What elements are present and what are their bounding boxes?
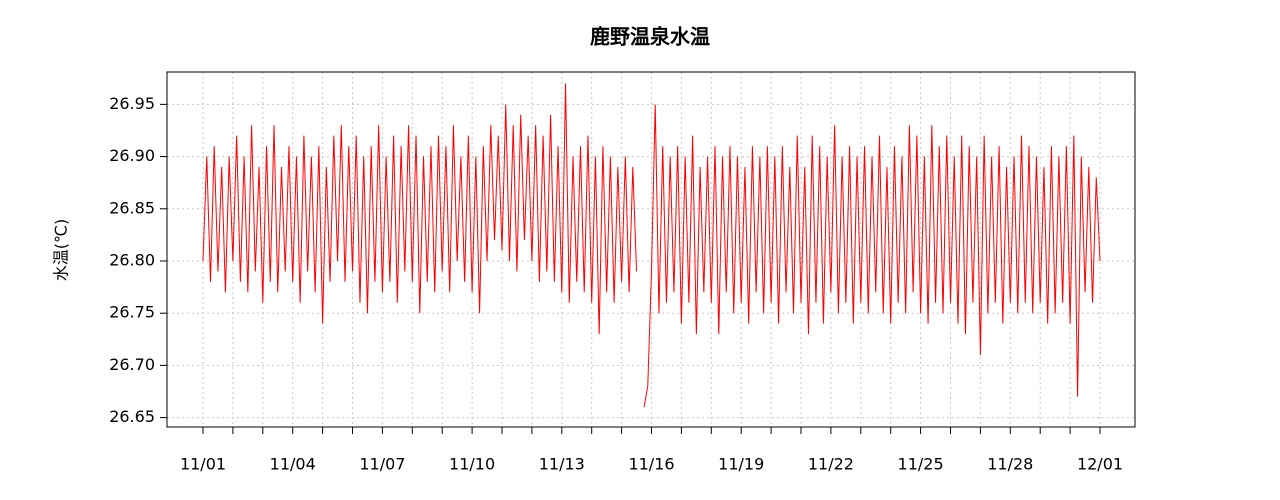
x-tick-label: 11/10	[449, 455, 495, 474]
data-line	[202, 83, 1101, 408]
x-tick-label: 11/16	[628, 455, 674, 474]
y-tick-label: 26.70	[109, 355, 155, 374]
x-tick-label: 11/07	[359, 455, 405, 474]
plot-frame	[166, 71, 1136, 428]
x-tick-label: 11/04	[270, 455, 316, 474]
y-tick-label: 26.85	[109, 198, 155, 217]
y-axis-label: 水温(℃)	[52, 219, 71, 281]
x-tick-label: 11/01	[180, 455, 226, 474]
x-tick-label: 11/13	[539, 455, 585, 474]
y-tick-label: 26.90	[109, 146, 155, 165]
x-tick-label: 12/01	[1077, 455, 1123, 474]
y-tick-label: 26.75	[109, 303, 155, 322]
y-tick-label: 26.95	[109, 94, 155, 113]
x-tick-label: 11/22	[808, 455, 854, 474]
chart-title: 鹿野温泉水温	[590, 25, 710, 49]
x-tick-label: 11/19	[718, 455, 764, 474]
x-tick-label: 11/25	[898, 455, 944, 474]
x-tick-label: 11/28	[987, 455, 1033, 474]
y-tick-label: 26.80	[109, 250, 155, 269]
y-tick-label: 26.65	[109, 407, 155, 426]
